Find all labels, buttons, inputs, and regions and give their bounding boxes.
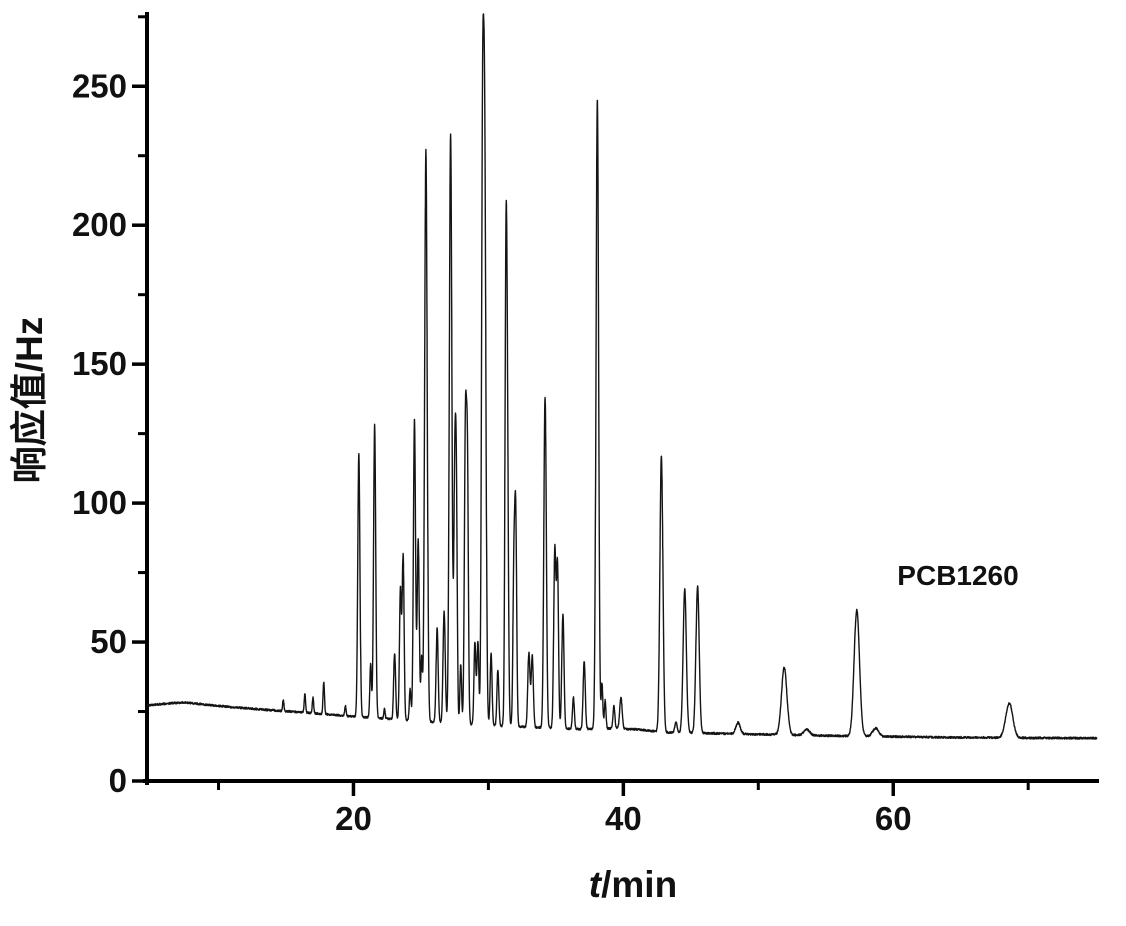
- x-axis-title: t/min: [589, 864, 677, 905]
- x-axis: 20 40 60: [143, 779, 1099, 837]
- y-tick-label: 0: [109, 762, 127, 799]
- y-tick-label: 250: [72, 67, 127, 104]
- x-tick-label: 20: [335, 800, 372, 837]
- y-tick-label: 200: [72, 206, 127, 243]
- x-axis-title-variable: t: [589, 864, 603, 905]
- y-axis: 0 50 100 150 200 250: [72, 12, 149, 799]
- chromatogram-trace: [146, 13, 1098, 740]
- x-tick-label: 40: [605, 800, 642, 837]
- y-axis-title: 响应值/Hz: [9, 317, 50, 484]
- y-tick-label: 150: [72, 345, 127, 382]
- y-tick-label: 100: [72, 484, 127, 521]
- y-tick-label: 50: [90, 623, 127, 660]
- series-annotation: PCB1260: [897, 560, 1018, 591]
- x-tick-label: 60: [875, 800, 912, 837]
- x-axis-title-unit: /min: [601, 864, 677, 905]
